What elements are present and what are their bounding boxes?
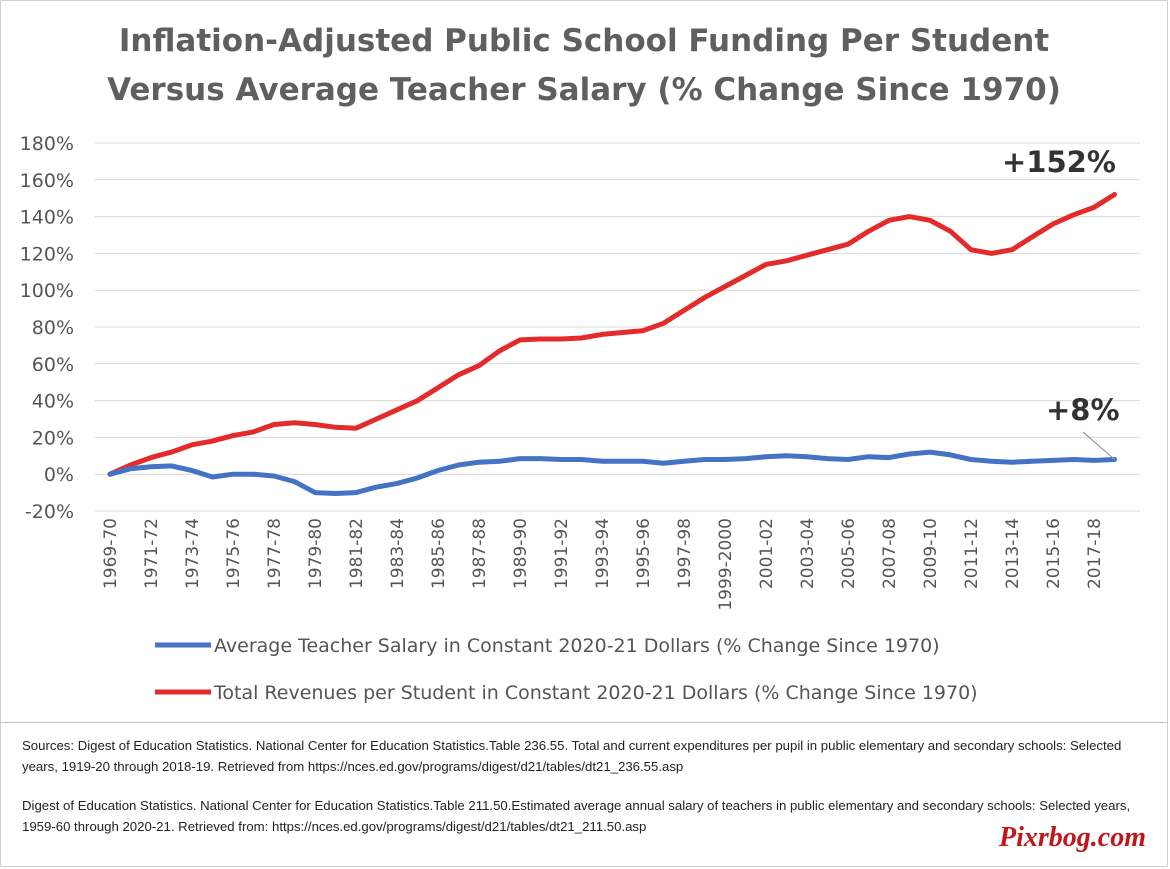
y-tick-label: 180% — [20, 133, 74, 155]
x-tick-label: 1981-82 — [347, 518, 367, 589]
chart-title-line-1: Inflation-Adjusted Public School Funding… — [119, 23, 1049, 59]
sources-footer: Sources: Digest of Education Statistics.… — [0, 722, 1168, 868]
x-tick-label: 1997-98 — [675, 518, 695, 589]
y-tick-label: -20% — [25, 501, 74, 523]
y-tick-label: 160% — [20, 170, 74, 192]
x-tick-label: 1977-78 — [265, 518, 285, 589]
x-tick-label: 2017-18 — [1085, 518, 1105, 589]
x-tick-label: 2005-06 — [839, 518, 859, 589]
x-tick-label: 2011-12 — [962, 518, 982, 589]
y-tick-label: 0% — [44, 464, 74, 486]
x-tick-label: 1991-92 — [552, 518, 572, 589]
y-tick-label: 100% — [20, 280, 74, 302]
x-tick-label: 2001-02 — [757, 518, 777, 589]
y-axis-ticks: 180% 160% 140% 120% 100% 80% 60% 40% 20% 0% -20% — [20, 133, 74, 523]
x-tick-label: 1969-70 — [101, 518, 121, 589]
x-tick-label: 1993-94 — [593, 518, 613, 589]
x-axis-ticks: 1969-70 1971-72 1973-74 1975-76 1977-78 1979-… — [101, 518, 1105, 611]
legend: Average Teacher Salary in Constant 2020-… — [155, 635, 978, 704]
x-tick-label: 1989-90 — [511, 518, 531, 589]
x-tick-label: 1979-80 — [306, 518, 326, 589]
annotation-total-revenue: +152% — [1002, 145, 1116, 179]
x-tick-label: 1985-86 — [429, 518, 449, 589]
annotation-leader-line — [1082, 431, 1115, 460]
y-tick-label: 80% — [32, 317, 74, 339]
x-tick-label: 2007-08 — [880, 518, 900, 589]
y-tick-label: 140% — [20, 207, 74, 229]
x-tick-label: 1987-88 — [470, 518, 490, 589]
x-tick-label: 1983-84 — [388, 518, 408, 589]
x-tick-label: 1971-72 — [142, 518, 162, 589]
x-tick-label: 1995-96 — [634, 518, 654, 589]
series-lines — [107, 192, 1117, 496]
legend-label-total-revenue: Total Revenues per Student in Constant 2… — [213, 682, 978, 704]
chart-title-line-2: Versus Average Teacher Salary (% Change … — [107, 72, 1061, 108]
x-tick-label: 1999-2000 — [716, 518, 736, 611]
y-tick-label: 120% — [20, 243, 74, 265]
annotation-teacher-salary: +8% — [1046, 393, 1120, 427]
x-tick-label: 1975-76 — [224, 518, 244, 589]
watermark-logo: Pixrbog.com — [999, 822, 1146, 853]
source-note-1: Sources: Digest of Education Statistics.… — [22, 738, 1122, 774]
x-tick-label: 2009-10 — [921, 518, 941, 589]
x-tick-label: 2003-04 — [798, 518, 818, 589]
series-line — [107, 192, 1117, 477]
legend-label-teacher-salary: Average Teacher Salary in Constant 2020-… — [214, 635, 940, 657]
source-note-2: Digest of Education Statistics. National… — [22, 798, 1131, 834]
x-tick-label: 2015-16 — [1044, 518, 1064, 589]
chart: Inflation-Adjusted Public School Funding… — [20, 23, 1140, 704]
x-tick-label: 2013-14 — [1003, 518, 1023, 589]
y-tick-label: 60% — [32, 354, 74, 376]
series-line — [107, 449, 1117, 496]
x-tick-label: 1973-74 — [183, 518, 203, 589]
gridlines — [95, 142, 1140, 512]
y-tick-label: 20% — [32, 427, 74, 449]
y-tick-label: 40% — [32, 391, 74, 413]
